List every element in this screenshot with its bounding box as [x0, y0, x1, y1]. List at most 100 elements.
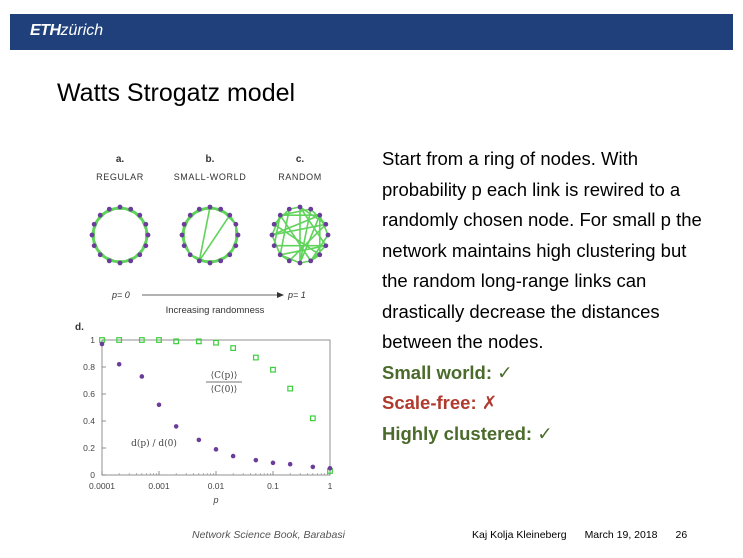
clustering-point	[116, 337, 123, 343]
watts-strogatz-figure: a. b. c. REGULAR SMALL-WORLD RANDOM p= 0…	[72, 140, 362, 530]
network-node	[106, 258, 112, 264]
network-node	[271, 221, 277, 227]
footer-source: Network Science Book, Barabasi	[192, 529, 345, 541]
y-tick-label: 1	[90, 335, 95, 345]
y-tick-label: 0	[90, 470, 95, 480]
x-tick-label: 0.1	[267, 481, 279, 491]
network-node	[207, 204, 213, 210]
network-node	[128, 258, 134, 264]
header-bar	[10, 14, 733, 50]
feature-label: Small world:	[382, 361, 492, 383]
network-node	[117, 260, 123, 266]
p-one-label: p= 1	[287, 290, 306, 300]
network-node	[137, 212, 143, 218]
distance-ratio-label: d(p) / d(0)	[131, 438, 177, 449]
distance-point	[116, 362, 122, 367]
network-node	[97, 252, 103, 258]
network-node	[181, 221, 187, 227]
footer-author: Kaj Kolja Kleineberg	[472, 529, 567, 541]
feature-small-world: Small world: ✓	[382, 358, 712, 389]
y-tick-label: 0.8	[83, 362, 95, 372]
panel-c-letter: c.	[296, 154, 305, 165]
network-node	[317, 252, 323, 258]
network-edge	[271, 223, 327, 236]
network-node	[143, 221, 149, 227]
network-node	[286, 258, 292, 264]
eth-logo: ETHzürich	[30, 22, 103, 40]
plot-d-letter: d.	[75, 322, 84, 333]
feature-highly-clustered: Highly clustered: ✓	[382, 419, 712, 450]
clustering-point	[173, 338, 180, 345]
distance-point	[270, 460, 276, 466]
x-tick-label: 0.001	[148, 481, 170, 491]
network-node	[233, 243, 239, 249]
network-node	[271, 243, 277, 249]
feature-scale-free: Scale-free: ✗	[382, 388, 712, 419]
network-node	[196, 258, 202, 264]
network-node	[308, 258, 314, 264]
clustering-point	[230, 345, 237, 352]
network-node	[286, 206, 292, 212]
distance-point	[327, 465, 333, 471]
network-edge	[288, 223, 327, 262]
x-tick-label: 1	[328, 481, 333, 491]
network-node	[308, 206, 314, 212]
description-paragraph: Start from a ring of nodes. With probabi…	[382, 148, 702, 352]
clustering-point	[213, 339, 219, 346]
network-node	[235, 232, 241, 238]
distance-point	[173, 424, 179, 429]
network-node	[269, 232, 275, 238]
logo-rest: zürich	[60, 22, 104, 39]
clustering-point	[309, 415, 316, 422]
network-edge	[310, 234, 329, 262]
network-node	[323, 221, 329, 227]
network-node	[179, 232, 185, 238]
panel-c-name: RANDOM	[278, 172, 322, 182]
clustering-point	[156, 337, 162, 343]
clustering-ratio-numerator: ⟨C(p)⟩	[211, 370, 238, 381]
x-tick-label: 0.01	[208, 481, 225, 491]
distance-point	[287, 461, 293, 467]
distance-point	[253, 457, 259, 463]
distance-point	[213, 447, 219, 452]
p-zero-label: p= 0	[111, 290, 130, 300]
network-edge	[271, 214, 321, 236]
network-node	[91, 243, 97, 249]
network-node	[317, 212, 323, 218]
cross-icon: ✗	[481, 392, 498, 413]
check-icon: ✓	[497, 361, 513, 383]
footer-page-number: 26	[675, 529, 688, 541]
network-node	[181, 243, 187, 249]
network-node	[227, 212, 233, 218]
network-edge	[299, 208, 312, 264]
distance-point	[156, 402, 162, 408]
network-node	[297, 260, 303, 266]
y-tick-label: 0.6	[83, 389, 95, 399]
x-axis-label: p	[212, 495, 218, 505]
distance-point	[310, 464, 316, 470]
plot-frame	[101, 339, 331, 476]
footer-date: March 19, 2018	[584, 529, 658, 541]
network-node	[323, 243, 329, 249]
distance-point	[139, 374, 145, 379]
panel-b-name: SMALL-WORLD	[174, 172, 247, 182]
network-node	[233, 221, 239, 227]
network-node	[187, 212, 193, 218]
network-edge	[279, 208, 291, 255]
footer-info: Kaj Kolja Kleineberg March 19, 2018 26	[472, 529, 687, 541]
network-node	[89, 232, 95, 238]
network-node	[97, 212, 103, 218]
network-node	[218, 258, 224, 264]
y-tick-label: 0.4	[83, 416, 95, 426]
network-node	[227, 252, 233, 258]
logo-bold: ETH	[30, 22, 61, 39]
network-node	[297, 204, 303, 210]
clustering-point	[270, 366, 276, 373]
network-node	[277, 252, 283, 258]
network-node	[143, 243, 149, 249]
network-edge	[299, 214, 321, 264]
clustering-point	[252, 354, 259, 361]
clustering-point	[138, 337, 145, 343]
network-node	[91, 221, 97, 227]
panel-a-name: REGULAR	[96, 172, 144, 182]
